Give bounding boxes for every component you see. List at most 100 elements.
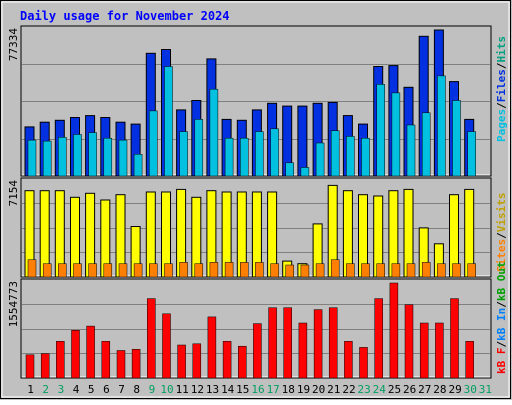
- kbf-bar-7: [116, 350, 126, 379]
- day-label-22: 22: [342, 383, 355, 396]
- day-label-13: 13: [206, 383, 219, 396]
- side-legend-part: /: [495, 102, 508, 109]
- side-legend-part: kB F: [495, 348, 508, 375]
- kbf-bar-10: [162, 313, 171, 379]
- day-labels: 1 2 3 4 5 6 7 8 9 10 11 12 13 14 15 16 17 18 19 20 21 22 23 24 2…: [27, 383, 492, 396]
- sites-bar-28: [437, 263, 446, 278]
- pages-bar-12: [194, 119, 204, 177]
- day-label-8: 8: [133, 383, 140, 396]
- kbf-bar-12: [192, 343, 202, 379]
- side-legend-part: /: [495, 62, 508, 69]
- day-label-29: 29: [448, 383, 461, 396]
- day-label-26: 26: [403, 383, 416, 396]
- kbf-bar-9: [147, 298, 156, 379]
- pages-bar-9: [149, 110, 158, 177]
- kbf-bar-1: [25, 354, 35, 379]
- kbf-bar-20: [313, 309, 323, 379]
- pages-bar-13: [209, 88, 219, 177]
- kbf-bar-15: [238, 345, 247, 379]
- sites-bar-18: [285, 264, 294, 278]
- sites-bar-21: [330, 259, 340, 278]
- kbf-bar-21: [328, 307, 338, 379]
- files-bar-19: [297, 105, 308, 177]
- kbf-bar-29: [450, 298, 459, 379]
- day-label-30: 30: [464, 383, 477, 396]
- sites-bar-20: [315, 263, 325, 278]
- pages-bar-21: [330, 130, 340, 177]
- pages-bar-7: [118, 139, 128, 177]
- pages-bar-17: [270, 128, 279, 177]
- day-label-23: 23: [357, 383, 370, 396]
- pages-bar-4: [73, 134, 82, 177]
- sites-bar-1: [27, 259, 37, 278]
- day-label-7: 7: [118, 383, 125, 396]
- pages-bar-11: [179, 131, 188, 177]
- pages-bar-29: [452, 100, 461, 177]
- side-legend-part: /: [495, 301, 508, 308]
- pages-bar-23: [361, 137, 370, 177]
- pages-bar-20: [315, 142, 325, 177]
- kbf-bar-27: [419, 322, 429, 379]
- sites-bar-22: [346, 263, 355, 278]
- day-label-15: 15: [236, 383, 249, 396]
- max-labels: 77334 7154 1554773: [7, 28, 20, 328]
- side-legend-part: kB In: [495, 308, 508, 341]
- kbf-bar-25: [389, 282, 399, 379]
- sites-bar-19: [300, 264, 310, 278]
- kbf-bar-3: [56, 341, 65, 379]
- sites-bar-16: [255, 262, 264, 278]
- day-label-12: 12: [191, 383, 204, 396]
- pages-bar-27: [421, 112, 431, 177]
- kbf-bar-19: [298, 322, 308, 379]
- pages-bar-24: [376, 84, 385, 177]
- day-label-28: 28: [433, 383, 446, 396]
- kbf-bar-26: [404, 304, 414, 379]
- pages-bar-30: [467, 131, 476, 177]
- day-label-11: 11: [176, 383, 189, 396]
- day-label-9: 9: [149, 383, 156, 396]
- day-label-5: 5: [88, 383, 95, 396]
- pages-bar-15: [240, 137, 249, 177]
- day-label-1: 1: [27, 383, 34, 396]
- pages-bar-10: [164, 66, 173, 177]
- sites-bar-17: [270, 263, 279, 278]
- pages-bar-26: [406, 124, 416, 177]
- sites-bar-10: [164, 263, 173, 278]
- kbf-bar-2: [40, 353, 50, 379]
- sites-bar-23: [361, 263, 370, 278]
- day-label-24: 24: [373, 383, 387, 396]
- day-label-27: 27: [418, 383, 431, 396]
- pages-bar-3: [58, 137, 67, 177]
- kbf-bar-30: [465, 341, 474, 379]
- pages-bar-16: [255, 131, 264, 177]
- sites-bar-5: [88, 263, 97, 278]
- day-label-4: 4: [73, 383, 80, 396]
- sites-bar-15: [240, 262, 249, 278]
- sites-bar-29: [452, 263, 461, 278]
- side-legend-part: Hits: [495, 36, 508, 63]
- sites-bar-26: [406, 263, 416, 278]
- kbf-bar-17: [268, 307, 277, 379]
- day-label-18: 18: [282, 383, 295, 396]
- sites-bar-7: [118, 263, 128, 278]
- day-label-6: 6: [103, 383, 110, 396]
- sites-bar-9: [149, 263, 158, 278]
- kbf-bar-6: [101, 341, 111, 379]
- kbf-bar-23: [359, 347, 368, 379]
- pages-bar-2: [42, 140, 52, 177]
- bars: [24, 29, 476, 379]
- sites-bar-8: [133, 263, 143, 278]
- day-label-3: 3: [58, 383, 65, 396]
- day-label-25: 25: [388, 383, 401, 396]
- kbf-bar-11: [177, 344, 186, 379]
- kbf-bar-8: [131, 349, 141, 379]
- kbf-bar-4: [71, 330, 80, 379]
- day-label-21: 21: [327, 383, 340, 396]
- pages-bar-5: [88, 132, 97, 177]
- kbf-bar-5: [86, 325, 95, 379]
- sites-bar-27: [421, 262, 431, 278]
- pages-bar-28: [437, 75, 446, 177]
